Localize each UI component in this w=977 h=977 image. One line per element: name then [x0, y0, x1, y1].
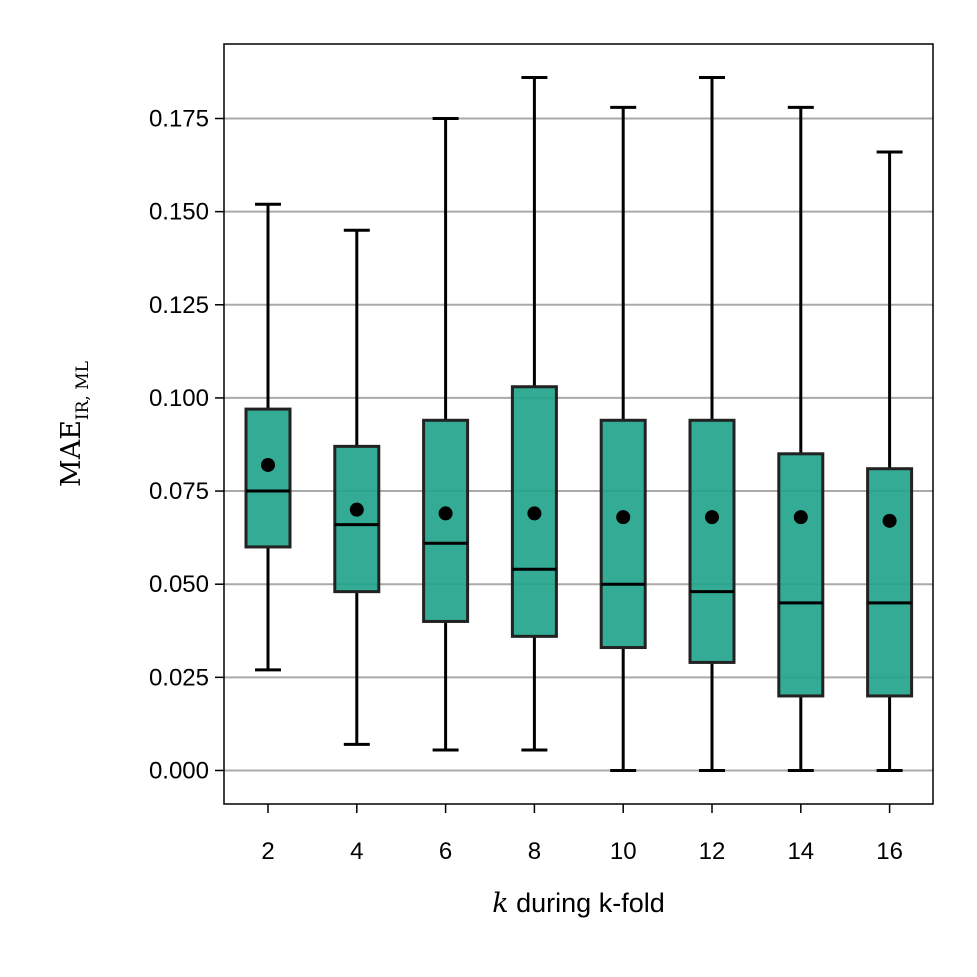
y-tick-label: 0.150: [149, 199, 209, 226]
mean-marker: [261, 457, 275, 472]
box-12: [688, 76, 736, 772]
y-tick-label: 0.050: [149, 571, 209, 598]
x-tick-label: 12: [699, 838, 726, 865]
mean-marker: [616, 510, 631, 525]
mean-marker: [705, 510, 719, 525]
x-axis-label-text: during k-fold: [509, 888, 665, 918]
mean-marker: [349, 502, 364, 517]
iqr-box: [688, 418, 736, 664]
mean-marker: [527, 506, 542, 521]
box-4: [333, 228, 381, 746]
x-axis-label-variable: k: [492, 888, 508, 919]
iqr-box: [333, 444, 381, 594]
x-tick-label: 16: [876, 838, 903, 865]
x-axis-ticks: 2 4 6 8 10 12 14 16: [261, 804, 903, 865]
y-axis-ticks: 0.000 0.025 0.050 0.075 0.100 0.125 0.150 0.175: [149, 106, 224, 784]
x-tick-label: 10: [610, 838, 637, 865]
box-2: [244, 202, 292, 672]
y-tick-label: 0.025: [149, 664, 209, 691]
box-10: [599, 105, 647, 772]
x-tick-label: 4: [350, 838, 363, 865]
iqr-box: [777, 452, 825, 698]
x-tick-label: 14: [787, 838, 814, 865]
iqr-box: [866, 467, 914, 698]
iqr-box: [422, 418, 470, 623]
y-tick-label: 0.100: [149, 385, 209, 412]
box-6: [422, 117, 470, 752]
y-tick-label: 0.000: [149, 757, 209, 784]
iqr-box: [599, 418, 647, 650]
y-axis-label-subscript: IR, ML: [73, 361, 93, 420]
grid-lines: [224, 117, 933, 772]
y-axis-label-main: MAE: [56, 420, 87, 487]
x-tick-label: 2: [261, 838, 274, 865]
x-axis-label: k during k-fold: [492, 888, 664, 919]
y-tick-label: 0.125: [149, 292, 209, 319]
x-tick-label: 8: [528, 838, 541, 865]
x-tick-label: 6: [439, 838, 452, 865]
y-tick-label: 0.075: [149, 478, 209, 505]
y-axis-label: MAEIR, ML: [56, 361, 93, 487]
iqr-box: [244, 407, 292, 549]
mean-marker: [438, 506, 453, 521]
box-series: [244, 76, 914, 772]
mean-marker: [793, 510, 808, 525]
plot-frame: [223, 43, 934, 805]
mean-marker: [882, 513, 897, 528]
box-16: [866, 150, 914, 772]
y-tick-label: 0.175: [149, 106, 209, 133]
box-8: [510, 76, 558, 752]
box-14: [777, 105, 825, 772]
